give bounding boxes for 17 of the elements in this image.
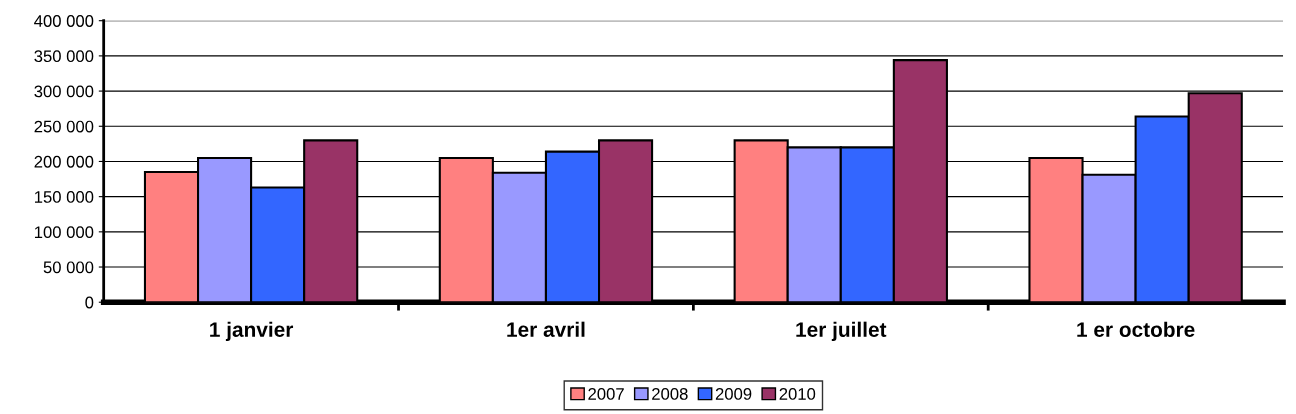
legend-label: 2008: [652, 388, 688, 400]
x-tick-label: 1er juillet: [796, 321, 887, 342]
x-tick-label: 1er avril: [507, 321, 585, 337]
y-tick-label: 300 000: [34, 85, 94, 98]
x-tick-label: 1 er octobre: [1077, 321, 1195, 337]
y-tick-label: 50 000: [43, 261, 94, 274]
legend-label: 2009: [715, 388, 752, 400]
y-tick-label: 200 000: [34, 155, 94, 168]
y-tick-label: 400 000: [34, 15, 94, 27]
legend-label: 2010: [779, 388, 816, 400]
y-tick-label: 350 000: [34, 50, 94, 63]
y-tick-label: 100 000: [34, 226, 94, 239]
legend-label: 2007: [588, 388, 624, 400]
y-tick-label: 0: [85, 296, 94, 309]
y-tick-label: 250 000: [34, 120, 94, 133]
y-tick-label: 150 000: [34, 191, 94, 203]
x-tick-label: 1 janvier: [210, 321, 294, 342]
